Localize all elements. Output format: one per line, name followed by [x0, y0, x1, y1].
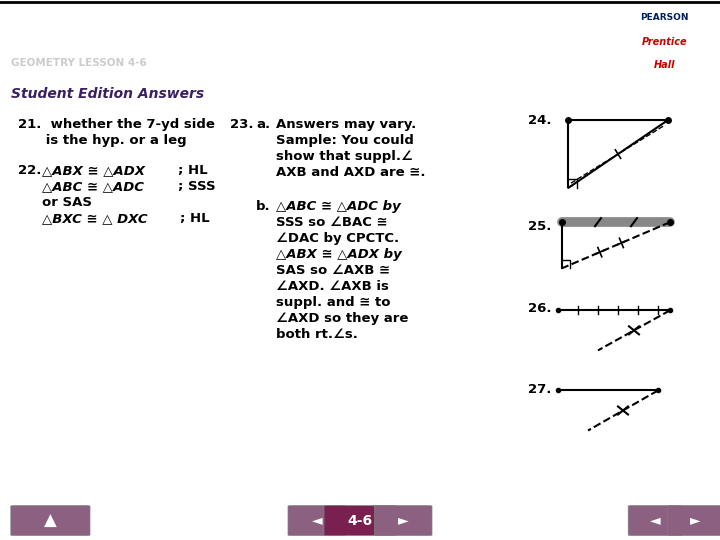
Text: Student Edition Answers: Student Edition Answers: [11, 87, 204, 101]
Text: Hall: Hall: [654, 60, 675, 71]
Text: 24.: 24.: [528, 114, 552, 127]
Text: SSS so ∠BAC ≅: SSS so ∠BAC ≅: [276, 216, 387, 229]
Text: MAIN MENU: MAIN MENU: [36, 486, 100, 496]
Text: ▲: ▲: [44, 511, 57, 530]
Text: a.: a.: [256, 118, 270, 131]
Text: suppl. and ≅ to: suppl. and ≅ to: [276, 296, 390, 309]
FancyBboxPatch shape: [668, 505, 720, 536]
Text: AXB and AXD are ≅.: AXB and AXD are ≅.: [276, 166, 426, 179]
Text: ; HL: ; HL: [178, 164, 207, 177]
Text: ∠DAC by CPCTC.: ∠DAC by CPCTC.: [276, 232, 399, 245]
Text: △ABX ≅ △ADX: △ABX ≅ △ADX: [42, 164, 145, 177]
Text: △ABX ≅ △ADX by: △ABX ≅ △ADX by: [276, 248, 402, 261]
Text: 21.  whether the 7-yd side: 21. whether the 7-yd side: [18, 118, 215, 131]
Text: ►: ►: [398, 514, 408, 528]
Text: b.: b.: [256, 200, 271, 213]
Text: ∠AXD. ∠AXB is: ∠AXD. ∠AXB is: [276, 280, 389, 293]
Text: 4-6: 4-6: [348, 514, 372, 528]
Text: LESSON: LESSON: [338, 486, 382, 496]
Text: Answers may vary.: Answers may vary.: [276, 118, 416, 131]
Text: SAS so ∠AXB ≅: SAS so ∠AXB ≅: [276, 264, 390, 277]
Text: show that suppl.∠: show that suppl.∠: [276, 150, 413, 163]
Text: GEOMETRY LESSON 4-6: GEOMETRY LESSON 4-6: [11, 58, 147, 68]
Text: Congruence in Right Triangles: Congruence in Right Triangles: [11, 22, 412, 46]
Text: △ABC ≅ △ADC: △ABC ≅ △ADC: [42, 180, 144, 193]
Text: both rt.∠s.: both rt.∠s.: [276, 328, 358, 341]
Text: 25.: 25.: [528, 220, 552, 233]
Text: △ABC ≅ △ADC by: △ABC ≅ △ADC by: [276, 200, 401, 213]
Text: ◄: ◄: [650, 514, 660, 528]
Text: ; SSS: ; SSS: [178, 180, 215, 193]
Text: ∠AXD so they are: ∠AXD so they are: [276, 312, 408, 325]
Text: 22.: 22.: [18, 164, 46, 177]
Text: ►: ►: [690, 514, 700, 528]
FancyBboxPatch shape: [374, 505, 432, 536]
FancyBboxPatch shape: [11, 505, 90, 536]
Text: 23.: 23.: [230, 118, 258, 131]
Text: 26.: 26.: [528, 302, 552, 315]
Text: ◄: ◄: [312, 514, 322, 528]
Text: PAGE: PAGE: [656, 486, 684, 496]
Text: Prentice: Prentice: [642, 37, 687, 46]
Text: ; HL: ; HL: [180, 212, 210, 225]
Text: or SAS: or SAS: [42, 196, 92, 209]
Text: is the hyp. or a leg: is the hyp. or a leg: [18, 134, 186, 147]
FancyBboxPatch shape: [288, 505, 346, 536]
Text: Sample: You could: Sample: You could: [276, 134, 414, 147]
Text: 27.: 27.: [528, 383, 552, 396]
Text: PEARSON: PEARSON: [640, 13, 688, 22]
FancyBboxPatch shape: [628, 505, 683, 536]
FancyBboxPatch shape: [324, 505, 396, 536]
Text: △BXC ≅ △ DXC: △BXC ≅ △ DXC: [42, 212, 148, 225]
